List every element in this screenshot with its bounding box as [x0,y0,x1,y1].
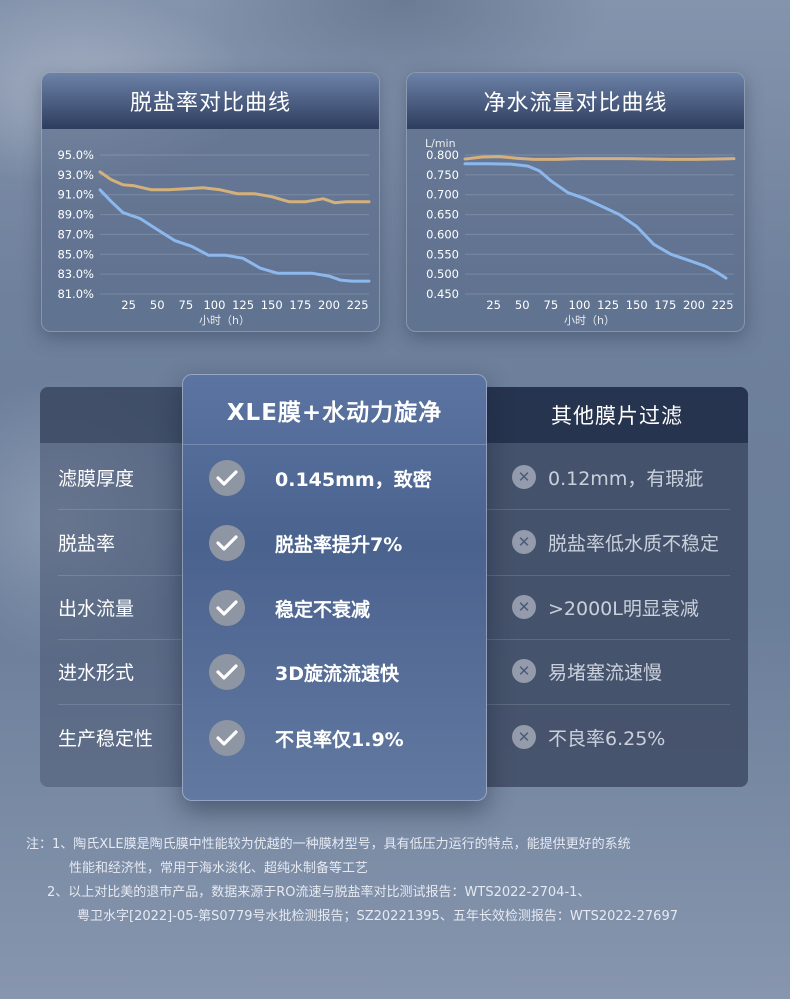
other-flow: ✕ >2000L明显衰减 [512,587,742,627]
y-tick-label: 87.0% [57,227,94,241]
y-tick-label: 91.0% [57,188,94,202]
other-stability-text: 不良率6.25% [548,727,666,750]
other-membrane-title: 其他膜片过滤 [486,387,748,443]
flow-chart-panel: 净水流量对比曲线 0.800 0.750 0.700 0.650 0.600 0.550 0… [406,72,745,332]
flow-chart: 0.800 0.750 0.700 0.650 0.600 0.550 0.500 0.450… [425,137,736,327]
desalination-chart-title: 脱盐率对比曲线 [42,73,379,129]
y-tick-label: 0.500 [426,267,459,281]
other-thickness: ✕ 0.12mm，有瑕疵 [512,457,742,497]
y-axis-unit-label: L/min [425,137,456,150]
flow-chart-title: 净水流量对比曲线 [407,73,744,129]
x-tick-label: 50 [515,298,530,312]
other-inlet: ✕ 易堵塞流速慢 [512,651,742,691]
series-line-1 [98,188,371,283]
xle-membrane-title: XLE膜+水动力旋净 [183,375,486,445]
cross-icon: ✕ [512,659,536,683]
x-tick-label: 25 [486,298,501,312]
x-tick-label: 200 [683,298,705,312]
xle-inlet: 3D旋流流速快 [209,652,479,692]
row-label-thickness: 滤膜厚度 [58,467,135,490]
footnote-line-4: 粤卫水字[2022]-05-第S0779号水批检测报告；SZ20221395、五… [77,909,678,924]
y-tick-label: 0.650 [426,208,459,222]
series-line-1 [463,162,728,280]
row-label-desalination: 脱盐率 [58,532,116,555]
x-tick-label: 50 [150,298,165,312]
xle-thickness-text: 0.145mm，致密 [275,468,432,491]
x-tick-label: 225 [712,298,734,312]
y-tick-label: 89.0% [57,208,94,222]
xle-flow-text: 稳定不衰减 [275,598,371,621]
x-tick-label: 150 [626,298,648,312]
x-tick-label: 100 [203,298,225,312]
y-tick-label: 0.600 [426,227,459,241]
desalination-chart-panel: 脱盐率对比曲线 95.0% 93.0% 91.0% 89.0% 87.0% 85.0% 83… [41,72,380,332]
x-tick-label: 175 [289,298,311,312]
footnote-line-3: 2、以上对比美的退市产品，数据来源于RO流速与脱盐率对比测试报告：WTS2022… [47,885,591,900]
xle-inlet-text: 3D旋流流速快 [275,662,399,685]
y-tick-label: 0.550 [426,247,459,261]
xle-thickness: 0.145mm，致密 [209,458,479,498]
x-tick-label: 100 [568,298,590,312]
check-icon [209,525,245,561]
x-tick-label: 175 [654,298,676,312]
x-tick-label: 25 [121,298,136,312]
row-label-inlet: 进水形式 [58,661,135,684]
xle-desalination-text: 脱盐率提升7% [275,533,403,556]
desalination-chart: 95.0% 93.0% 91.0% 89.0% 87.0% 85.0% 83.0% 81.0%… [57,148,371,327]
other-membrane-column: 其他膜片过滤 [486,387,748,787]
other-flow-text: >2000L明显衰减 [548,597,699,620]
footnote-line-1: 注：1、陶氏XLE膜是陶氏膜中性能较为优越的一种膜材型号，具有低压力运行的特点，… [26,837,631,852]
x-tick-label: 75 [179,298,194,312]
check-icon [209,460,245,496]
y-tick-label: 85.0% [57,247,94,261]
y-tick-label: 81.0% [57,287,94,301]
cross-icon: ✕ [512,725,536,749]
y-tick-label: 95.0% [57,148,94,162]
y-tick-label: 0.700 [426,188,459,202]
x-axis-label: 小时（h） [199,314,250,327]
other-stability: ✕ 不良率6.25% [512,717,742,757]
other-desalination: ✕ 脱盐率低水质不稳定 [512,522,742,562]
cross-icon: ✕ [512,465,536,489]
check-icon [209,590,245,626]
cross-icon: ✕ [512,595,536,619]
row-label-stability: 生产稳定性 [58,727,154,750]
y-tick-label: 83.0% [57,267,94,281]
x-tick-label: 200 [318,298,340,312]
x-tick-label: 75 [544,298,559,312]
y-tick-label: 93.0% [57,168,94,182]
x-axis-label: 小时（h） [564,314,615,327]
row-label-flow: 出水流量 [58,597,135,620]
x-tick-label: 225 [347,298,369,312]
x-tick-label: 125 [597,298,619,312]
x-tick-label: 125 [232,298,254,312]
other-thickness-text: 0.12mm，有瑕疵 [548,467,704,490]
series-line-0 [98,170,371,205]
xle-desalination: 脱盐率提升7% [209,523,479,563]
other-inlet-text: 易堵塞流速慢 [548,661,663,684]
xle-membrane-card: XLE膜+水动力旋净 0.145mm，致密 脱盐率提升7% 稳定不衰减 3D旋流… [182,374,487,801]
xle-stability-text: 不良率仅1.9% [275,728,404,751]
footnote: 注：1、陶氏XLE膜是陶氏膜中性能较为优越的一种膜材型号，具有低压力运行的特点，… [26,833,766,929]
xle-stability: 不良率仅1.9% [209,718,479,758]
check-icon [209,654,245,690]
cross-icon: ✕ [512,530,536,554]
x-tick-label: 150 [261,298,283,312]
y-tick-label: 0.800 [426,148,459,162]
xle-flow: 稳定不衰减 [209,588,479,628]
check-icon [209,720,245,756]
other-desalination-text: 脱盐率低水质不稳定 [548,532,720,555]
footnote-line-2: 性能和经济性，常用于海水淡化、超纯水制备等工艺 [69,861,369,876]
y-tick-label: 0.750 [426,168,459,182]
series-line-0 [463,155,736,161]
y-tick-label: 0.450 [426,287,459,301]
